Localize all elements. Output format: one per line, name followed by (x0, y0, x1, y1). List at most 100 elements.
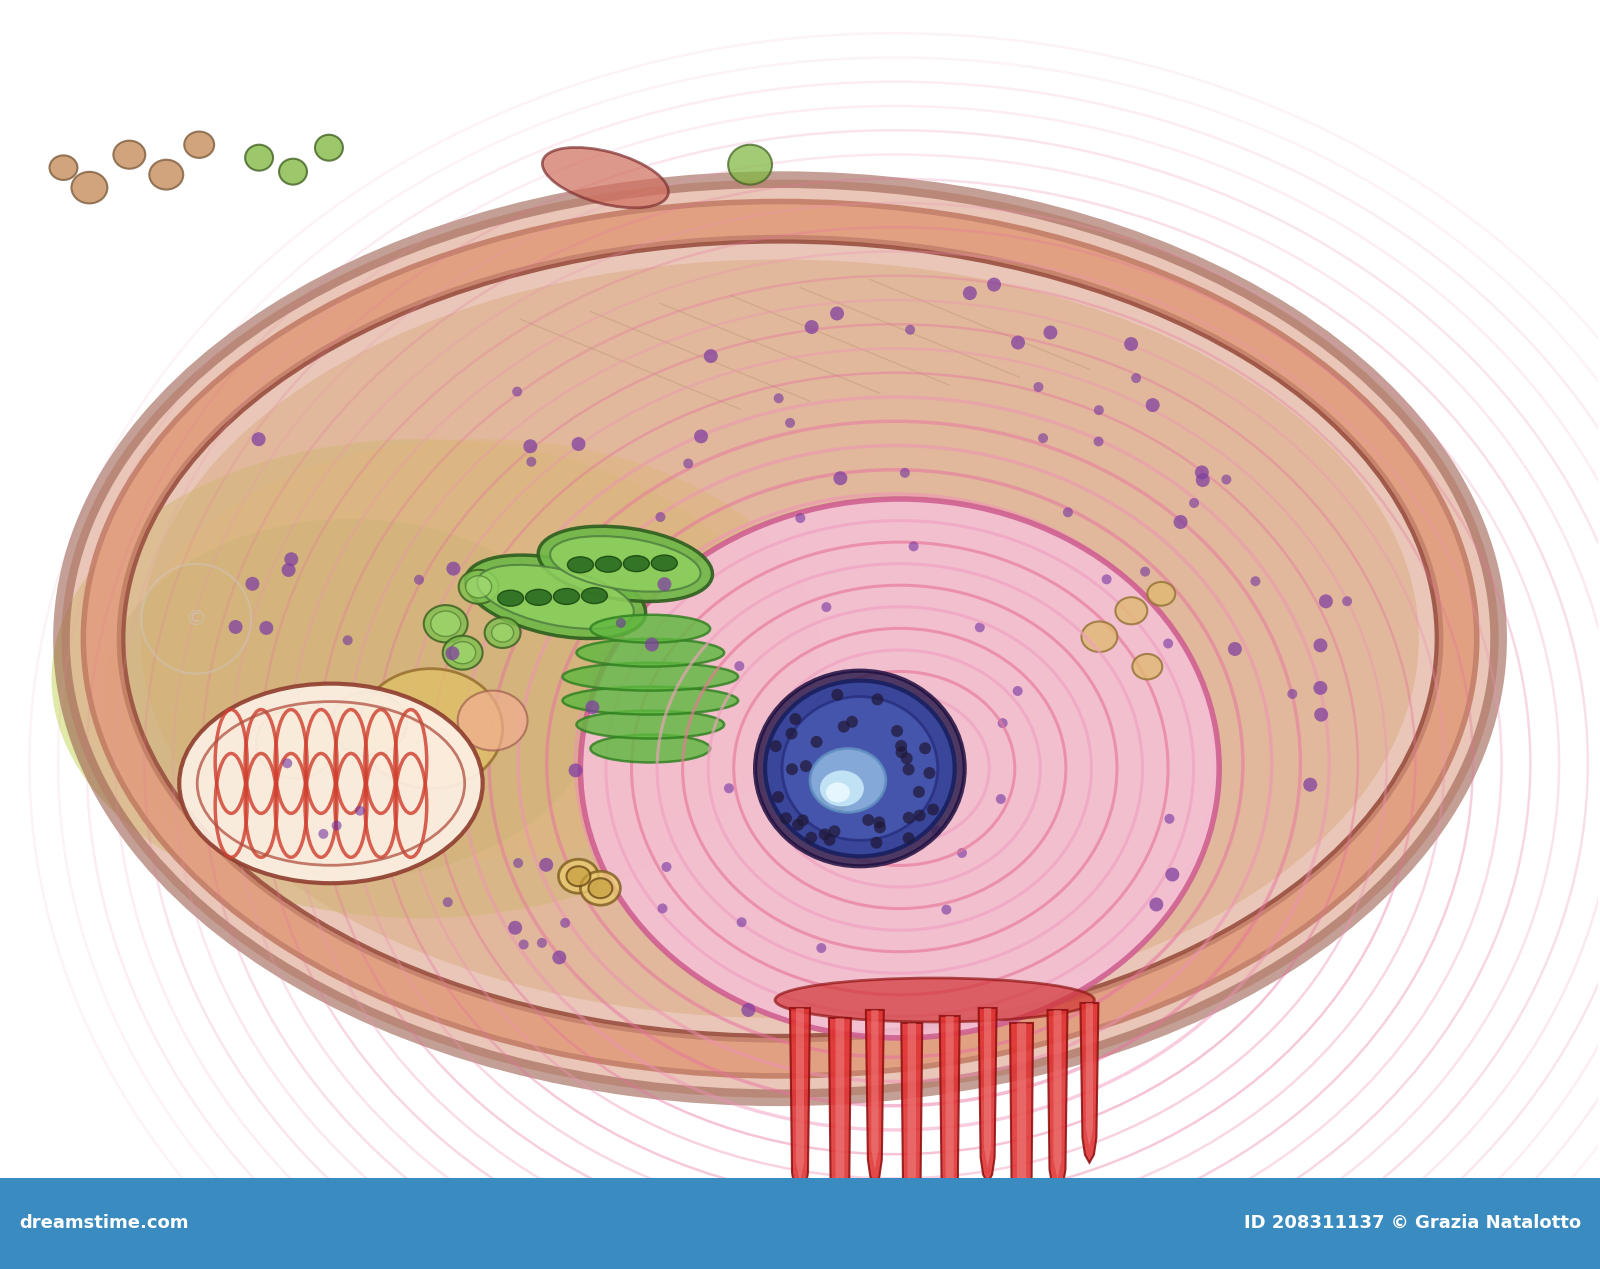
Ellipse shape (245, 145, 274, 170)
Ellipse shape (829, 825, 840, 838)
Ellipse shape (1043, 326, 1058, 340)
Ellipse shape (656, 511, 666, 522)
Ellipse shape (891, 725, 902, 737)
Ellipse shape (581, 588, 608, 604)
Ellipse shape (834, 471, 848, 485)
Ellipse shape (229, 621, 243, 634)
Ellipse shape (414, 575, 424, 585)
Ellipse shape (331, 821, 342, 830)
Ellipse shape (616, 618, 626, 628)
Ellipse shape (770, 740, 782, 753)
Ellipse shape (872, 693, 883, 706)
Ellipse shape (1149, 897, 1163, 911)
Ellipse shape (957, 848, 966, 858)
Text: dreamstime.com: dreamstime.com (19, 1214, 189, 1232)
Polygon shape (901, 1023, 922, 1237)
Ellipse shape (554, 589, 579, 604)
Ellipse shape (797, 789, 808, 799)
Ellipse shape (805, 320, 819, 334)
Ellipse shape (1314, 681, 1328, 695)
Ellipse shape (1133, 654, 1162, 679)
Ellipse shape (870, 836, 883, 849)
Ellipse shape (826, 783, 850, 802)
Polygon shape (872, 1010, 878, 1170)
Ellipse shape (571, 437, 586, 450)
Ellipse shape (566, 867, 590, 886)
Ellipse shape (810, 749, 886, 812)
Ellipse shape (251, 433, 266, 447)
Ellipse shape (786, 763, 798, 775)
Polygon shape (1048, 1010, 1067, 1194)
Ellipse shape (974, 622, 986, 632)
Ellipse shape (998, 718, 1008, 728)
Ellipse shape (894, 740, 907, 753)
Ellipse shape (834, 799, 846, 812)
Ellipse shape (774, 393, 784, 404)
Ellipse shape (683, 458, 693, 468)
Ellipse shape (1147, 582, 1176, 605)
Ellipse shape (923, 766, 936, 779)
Ellipse shape (651, 555, 677, 571)
Ellipse shape (902, 832, 915, 844)
Ellipse shape (184, 132, 214, 157)
Ellipse shape (786, 418, 795, 428)
Ellipse shape (101, 519, 600, 878)
Ellipse shape (466, 555, 646, 638)
Ellipse shape (805, 831, 818, 844)
Ellipse shape (862, 813, 874, 826)
Ellipse shape (819, 791, 832, 803)
Ellipse shape (1227, 642, 1242, 656)
Ellipse shape (819, 718, 829, 728)
Ellipse shape (558, 859, 598, 893)
Ellipse shape (315, 135, 342, 161)
Ellipse shape (523, 439, 538, 453)
Ellipse shape (1062, 508, 1074, 518)
Ellipse shape (245, 577, 259, 591)
Ellipse shape (278, 159, 307, 184)
Ellipse shape (906, 325, 915, 335)
Ellipse shape (902, 812, 915, 824)
Ellipse shape (526, 457, 536, 467)
Ellipse shape (538, 938, 547, 948)
Ellipse shape (645, 637, 659, 651)
Ellipse shape (450, 642, 475, 664)
Ellipse shape (1195, 466, 1210, 480)
Ellipse shape (1288, 689, 1298, 699)
Polygon shape (939, 1016, 960, 1221)
Ellipse shape (1173, 515, 1187, 529)
Ellipse shape (51, 439, 790, 919)
Ellipse shape (819, 829, 830, 840)
Ellipse shape (518, 939, 528, 949)
Ellipse shape (1221, 475, 1232, 485)
Ellipse shape (1102, 575, 1112, 584)
Ellipse shape (50, 155, 77, 180)
Ellipse shape (723, 783, 734, 793)
Ellipse shape (259, 621, 274, 634)
Ellipse shape (443, 897, 453, 907)
Ellipse shape (446, 562, 461, 576)
Ellipse shape (811, 736, 822, 747)
Ellipse shape (282, 563, 296, 577)
Ellipse shape (114, 141, 146, 169)
Ellipse shape (568, 557, 594, 572)
Ellipse shape (736, 917, 747, 928)
Ellipse shape (282, 759, 293, 768)
Polygon shape (1018, 1023, 1026, 1253)
Ellipse shape (498, 590, 523, 607)
Ellipse shape (901, 753, 912, 764)
Ellipse shape (72, 171, 107, 203)
Ellipse shape (926, 803, 939, 816)
Ellipse shape (941, 905, 952, 915)
Text: ID 208311137 © Grazia Natalotto: ID 208311137 © Grazia Natalotto (1243, 1214, 1581, 1232)
Ellipse shape (987, 278, 1002, 292)
Ellipse shape (658, 577, 672, 591)
Ellipse shape (728, 145, 773, 184)
Ellipse shape (586, 700, 600, 714)
Ellipse shape (1082, 622, 1117, 652)
Polygon shape (1080, 1003, 1098, 1162)
Ellipse shape (765, 680, 955, 857)
Ellipse shape (1163, 638, 1173, 648)
Ellipse shape (355, 806, 365, 816)
Ellipse shape (1189, 497, 1198, 508)
Ellipse shape (846, 716, 858, 727)
